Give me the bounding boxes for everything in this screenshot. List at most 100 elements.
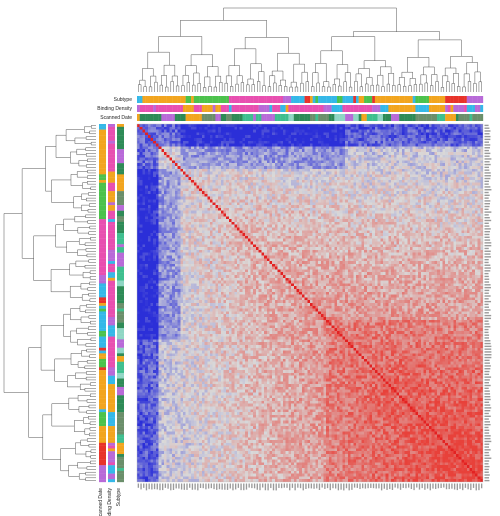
dendrogram-branch — [63, 218, 78, 231]
col-annotation-cell — [191, 96, 194, 103]
col-annotation-cell — [388, 96, 392, 103]
column-tick-label — [232, 483, 234, 491]
col-annotation-cell — [199, 96, 203, 103]
row-annotation-cell — [108, 386, 115, 390]
row-annotation-cell — [99, 238, 106, 242]
row-tick-label — [484, 340, 491, 342]
col-annotation-cell — [304, 96, 308, 103]
dendrogram-branch — [419, 83, 423, 92]
dendrogram-branch — [42, 414, 61, 460]
column-tick-label — [332, 483, 334, 489]
dendrogram-branch — [75, 260, 89, 267]
col-annotation-cell — [474, 114, 478, 121]
row-annotation-cell — [108, 412, 115, 416]
column-dendrogram — [138, 7, 482, 92]
column-tick-label — [183, 483, 185, 490]
column-tick-label — [335, 483, 337, 489]
col-annotation-cell — [220, 96, 224, 103]
row-tick-label — [484, 370, 490, 373]
column-tick-label — [372, 483, 375, 489]
col-annotation-cell — [404, 105, 408, 112]
col-annotation-cell — [239, 105, 243, 112]
row-annotation-cell — [99, 311, 106, 315]
col-annotation-cell — [318, 105, 321, 112]
row-annotation-cell — [108, 135, 115, 139]
row-tick-label — [484, 435, 491, 437]
dendrogram-branch — [88, 259, 96, 263]
row-annotation-cell — [108, 347, 115, 351]
col-annotation-cell — [364, 105, 367, 112]
dendrogram-branch — [150, 75, 157, 87]
row-annotation-cell — [99, 255, 106, 259]
col-annotation-cell — [261, 96, 265, 103]
dendrogram-branch — [431, 74, 438, 86]
dendrogram-branch — [80, 316, 91, 323]
col-annotation-cell — [239, 96, 243, 103]
row-annotation-cell — [99, 342, 106, 346]
col-annotation-cell — [223, 105, 227, 112]
col-annotation-cell — [266, 114, 270, 121]
row-annotation-cell — [108, 154, 115, 158]
row-annotation-cell — [117, 400, 124, 404]
row-tick-label — [484, 393, 491, 395]
row-annotation-cell — [99, 437, 106, 441]
row-annotation-cell — [99, 314, 106, 318]
col-annotation-cell — [453, 114, 457, 121]
row-annotation-cell — [99, 297, 106, 301]
col-annotation-cell — [242, 96, 246, 103]
col-annotation-cell — [282, 114, 286, 121]
row-annotation-cell — [108, 224, 115, 228]
row-annotation-cell — [117, 135, 124, 139]
dendrogram-branch — [86, 197, 96, 202]
row-annotation-cell — [117, 160, 124, 164]
dendrogram-branch — [224, 82, 228, 92]
row-annotation-cell — [99, 266, 106, 270]
column-tick-label — [370, 483, 372, 488]
dendrogram-branch — [289, 86, 293, 92]
col-annotation-cell — [223, 114, 227, 121]
dendrogram-branch — [87, 181, 96, 185]
dendrogram-branch — [154, 81, 158, 92]
col-annotation-cell — [339, 114, 343, 121]
row-annotation-cell — [117, 207, 124, 211]
col-annotation-cell — [477, 96, 481, 103]
row-annotation-cell — [108, 247, 115, 251]
col-annotation-cell — [242, 114, 246, 121]
col-annotation-cell — [455, 96, 459, 103]
column-tick-label — [321, 483, 323, 488]
dendrogram-branch — [75, 442, 86, 455]
row-annotation-cell — [99, 400, 106, 404]
col-annotation-cell — [364, 114, 367, 121]
row-annotation-cell — [117, 132, 124, 136]
column-tick-label — [164, 483, 167, 488]
row-annotation-cell — [108, 163, 115, 167]
row-tick-label — [484, 127, 490, 129]
column-tick-label — [205, 483, 207, 490]
row-annotation-cell — [108, 442, 115, 446]
col-annotation-cell — [447, 105, 451, 112]
col-annotation-cell — [204, 114, 208, 121]
dendrogram-branch — [83, 417, 91, 424]
dendrogram-branch — [375, 84, 380, 92]
row-annotation-cell — [99, 330, 106, 334]
column-tick-label — [364, 483, 367, 489]
column-tick-label — [310, 483, 313, 489]
col-annotation-cell — [426, 114, 430, 121]
row-tick-label — [484, 429, 490, 431]
row-annotation-cell — [99, 479, 106, 483]
row-annotation-cell — [99, 300, 106, 304]
row-annotation-cell — [117, 459, 124, 463]
row-annotation-cell — [99, 303, 106, 306]
col-annotation-cell — [274, 96, 278, 103]
row-tick-label — [484, 155, 490, 157]
row-annotation-cell — [108, 468, 115, 471]
row-tick-label — [484, 354, 492, 356]
dendrogram-branch — [89, 130, 96, 135]
col-annotation-cell — [204, 105, 208, 112]
row-tick-label — [484, 395, 491, 398]
column-tick-label — [453, 483, 456, 490]
col-annotation-cell — [410, 96, 413, 103]
col-annotation-cell — [264, 96, 267, 103]
row-annotation-cell — [108, 364, 115, 368]
row-annotation-cell — [117, 277, 124, 281]
